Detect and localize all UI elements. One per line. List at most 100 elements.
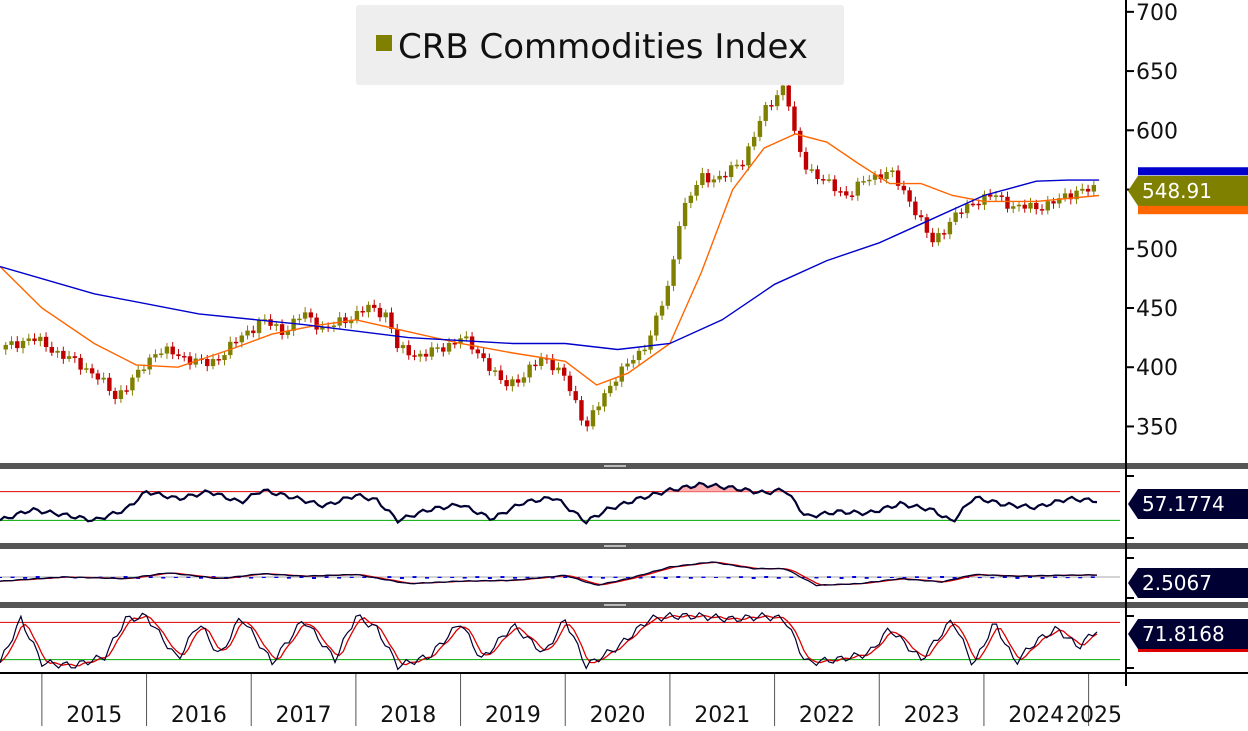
y-tick-label: 700 <box>1136 1 1178 26</box>
candle-body <box>826 179 832 181</box>
candle-body <box>331 325 337 328</box>
candle-body <box>130 377 135 391</box>
candle-body <box>815 169 820 180</box>
candle-body <box>279 324 285 335</box>
candle-body <box>844 191 849 196</box>
candle-body <box>446 342 452 352</box>
candle-body <box>348 319 354 324</box>
candle-body <box>101 377 106 380</box>
stochastic-last-value-badge-background <box>1128 619 1248 649</box>
histogram-bar <box>902 577 907 579</box>
candle-body <box>20 340 26 349</box>
candle-body <box>976 203 981 206</box>
candle-body <box>751 136 757 147</box>
candle-body <box>441 347 446 352</box>
candle-body <box>619 366 624 382</box>
histogram-bar <box>588 576 593 578</box>
candle-body <box>895 170 901 186</box>
candle-body <box>579 400 584 421</box>
price-last-value-badge: 548.91 <box>1142 179 1212 203</box>
candle-body <box>487 358 492 371</box>
histogram-bar <box>990 577 995 579</box>
candle-body <box>717 175 722 180</box>
histogram-bar <box>663 577 668 579</box>
candle-body <box>95 373 101 380</box>
candle-body <box>613 381 619 386</box>
histogram-bar <box>864 577 869 579</box>
histogram-bar <box>776 577 781 579</box>
legend-title: CRB Commodities Index <box>398 27 808 67</box>
histogram-bar <box>274 576 279 578</box>
histogram-bar <box>123 576 128 578</box>
macd-last-value-badge: 2.5067 <box>1142 571 1212 595</box>
histogram-bar <box>148 576 153 578</box>
candle-body <box>654 315 659 336</box>
histogram-bar <box>249 577 254 579</box>
candle-body <box>504 380 509 387</box>
candle-body <box>533 364 538 367</box>
candle-body <box>251 330 256 334</box>
histogram-bar <box>1053 576 1058 578</box>
y-tick-label: 650 <box>1136 60 1178 85</box>
long-moving-average-line <box>0 179 1100 351</box>
histogram-bar <box>412 576 417 578</box>
histogram-bar <box>1090 576 1095 578</box>
histogram-bar <box>475 576 480 578</box>
candle-body <box>590 410 596 427</box>
histogram-bar <box>399 577 404 579</box>
candle-body <box>1051 201 1056 204</box>
y-tick-label: 350 <box>1136 415 1178 440</box>
candle-body <box>832 179 837 192</box>
overbought-fill <box>0 482 1097 492</box>
histogram-bar <box>914 576 919 578</box>
separator-grip <box>604 545 626 547</box>
candle-body <box>176 354 181 357</box>
candle-body <box>291 318 296 331</box>
candle-body <box>890 170 895 172</box>
histogram-bar <box>940 576 945 578</box>
candle-body <box>320 326 325 330</box>
candle-body <box>585 420 590 427</box>
candle-body <box>141 369 147 371</box>
histogram-bar <box>198 577 203 579</box>
candle-body <box>84 368 89 370</box>
stochastic-panel <box>0 611 1134 671</box>
candle-body <box>878 174 884 180</box>
candle-body <box>734 164 740 167</box>
candle-body <box>32 338 37 342</box>
candle-body <box>838 191 843 193</box>
histogram-bar <box>688 577 693 579</box>
candle-body <box>705 173 711 183</box>
candle-body <box>959 212 964 214</box>
candle-body <box>164 346 170 354</box>
histogram-bar <box>852 576 857 578</box>
histogram-bar <box>814 577 819 579</box>
candle-body <box>216 359 221 361</box>
candle-body <box>867 179 872 182</box>
candle-body <box>671 259 676 286</box>
candle-body <box>636 350 642 360</box>
candle-body <box>1085 188 1091 192</box>
histogram-bar <box>701 576 706 578</box>
histogram-bar <box>425 577 430 579</box>
histogram-bar <box>977 577 982 579</box>
histogram-bar <box>173 576 178 578</box>
candle-body <box>245 330 250 336</box>
candle-body <box>26 338 31 341</box>
panel-separators <box>0 463 1248 608</box>
candle-body <box>918 215 924 218</box>
candle-body <box>452 342 458 345</box>
year-label: 2016 <box>171 703 227 728</box>
candle-body <box>285 330 291 335</box>
candle-body <box>1057 198 1062 204</box>
candle-body <box>780 85 786 96</box>
candle-body <box>849 195 855 197</box>
separator-grip <box>604 604 626 606</box>
histogram-bar <box>877 576 882 578</box>
candle-body <box>941 233 947 235</box>
candle-body <box>728 165 734 178</box>
candle-body <box>1045 201 1050 211</box>
histogram-bar <box>927 577 932 579</box>
candle-body <box>239 335 244 343</box>
